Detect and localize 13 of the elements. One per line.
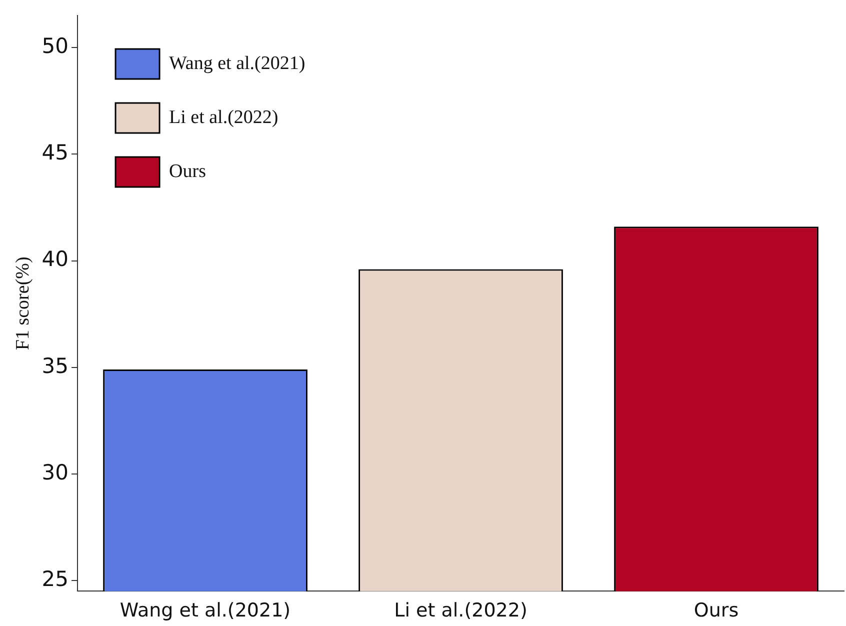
x-tick-label: Li et al.(2022) [394,600,528,622]
y-tick-label: 45 [42,140,69,165]
x-tick-label: Ours [694,600,739,622]
y-tick-label: 50 [42,34,69,58]
legend-label: Li et al.(2022) [169,106,278,128]
y-tick-label: 35 [42,354,69,378]
x-tick-label: Wang et al.(2021) [120,600,291,622]
legend-label: Wang et al.(2021) [169,52,306,74]
legend-label: Ours [169,160,206,182]
y-tick-label: 30 [42,460,69,484]
y-tick-label: 40 [42,247,69,272]
y-tick-label: 25 [42,566,69,591]
y-axis-title: F1 score(%) [12,256,34,350]
